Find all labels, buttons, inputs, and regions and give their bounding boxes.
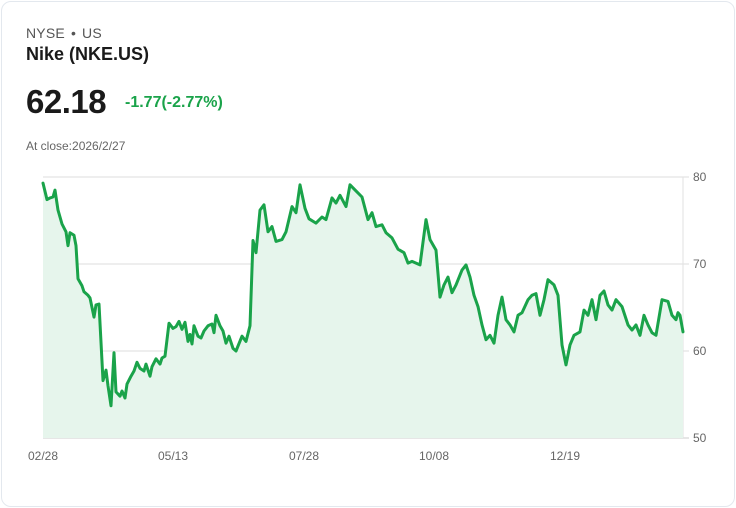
x-tick-label: 05/13 bbox=[158, 449, 188, 463]
y-axis: 80 70 60 50 bbox=[693, 170, 707, 445]
price-line[interactable] bbox=[41, 181, 685, 408]
x-tick-label: 07/28 bbox=[289, 449, 319, 463]
price-area-fill bbox=[43, 183, 683, 438]
y-tick-label: 60 bbox=[693, 344, 707, 358]
separator-dot: • bbox=[70, 25, 77, 41]
x-axis: 02/28 05/13 07/28 10/08 12/19 bbox=[28, 449, 580, 463]
current-price: 62.18 bbox=[26, 83, 107, 120]
exchange-line: NYSE • US bbox=[26, 25, 102, 41]
y-tick-label: 80 bbox=[693, 170, 707, 184]
close-date: At close:2026/2/27 bbox=[26, 139, 126, 153]
stock-title: Nike (NKE.US) bbox=[26, 44, 150, 64]
x-tick-label: 12/19 bbox=[550, 449, 580, 463]
price-change: -1.77(-2.77%) bbox=[125, 94, 223, 111]
x-tick-label: 02/28 bbox=[28, 449, 58, 463]
x-tick-label: 10/08 bbox=[419, 449, 449, 463]
y-tick-label: 50 bbox=[693, 431, 707, 445]
y-tick-label: 70 bbox=[693, 257, 707, 271]
exchange-name: NYSE bbox=[26, 25, 65, 41]
region-label: US bbox=[82, 25, 102, 41]
